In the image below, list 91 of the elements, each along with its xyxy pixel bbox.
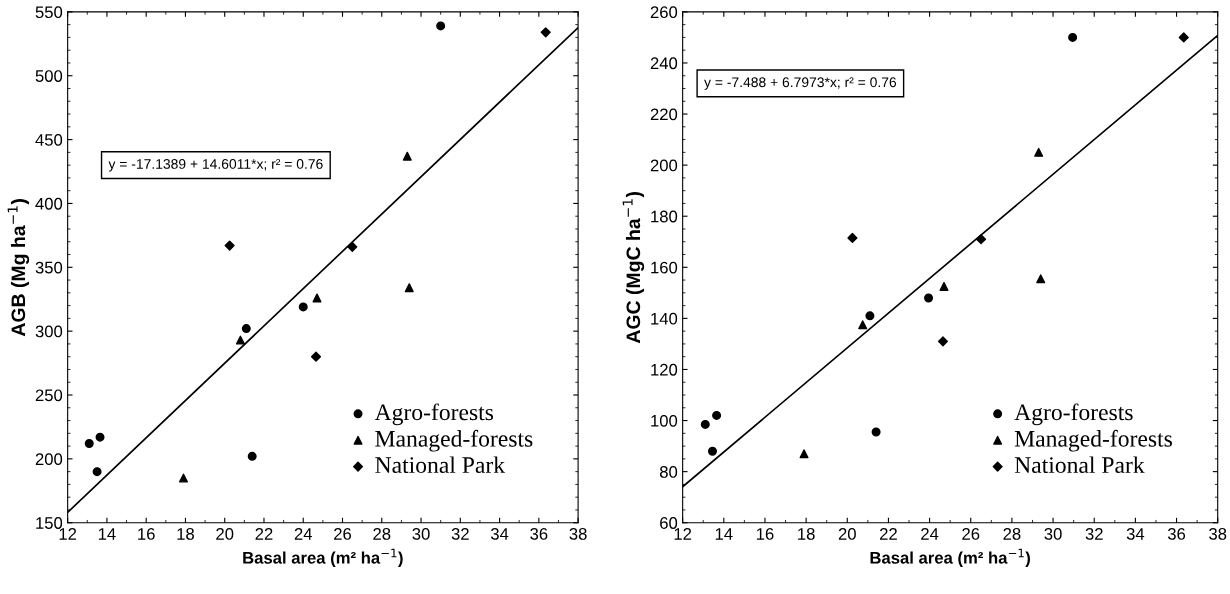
x-tick-label: 28 bbox=[1003, 528, 1021, 540]
point bbox=[1068, 32, 1078, 42]
y-tick-label: 300 bbox=[35, 325, 63, 338]
point bbox=[224, 240, 235, 251]
point bbox=[1178, 32, 1189, 43]
x-tick-label: 22 bbox=[880, 528, 897, 540]
point bbox=[235, 335, 245, 345]
y-tick-label: 450 bbox=[35, 133, 63, 146]
point bbox=[799, 449, 809, 459]
y-tick-label: 120 bbox=[651, 363, 678, 376]
point bbox=[858, 320, 868, 330]
x-tick-label: 16 bbox=[138, 528, 155, 540]
y-tick-label: 160 bbox=[651, 261, 678, 274]
x-tick-label: 16 bbox=[756, 528, 774, 540]
point bbox=[241, 324, 251, 334]
annotation: y = -7.488 + 6.7973*x; r² = 0.76 bbox=[704, 77, 897, 90]
y-tick-label: 240 bbox=[650, 57, 678, 70]
point bbox=[712, 410, 722, 420]
x-tick-label: 28 bbox=[373, 528, 391, 540]
point bbox=[178, 473, 188, 483]
x-tick-label: 32 bbox=[1085, 528, 1103, 540]
x-tick-label: 32 bbox=[451, 528, 469, 540]
y-tick-label: 200 bbox=[35, 453, 63, 466]
y-tick-label: 60 bbox=[660, 517, 678, 529]
x-axis-title: Basal area (m² ha$^{−1}$) bbox=[243, 548, 403, 568]
x-tick-label: 22 bbox=[255, 528, 273, 540]
legend-label: Managed-forests bbox=[1014, 429, 1172, 452]
x-tick-label: 14 bbox=[98, 528, 116, 540]
x-tick-label: 18 bbox=[798, 528, 815, 540]
x-tick-label: 18 bbox=[177, 528, 194, 540]
annotation: y = -17.1389 + 14.6011*x; r² = 0.76 bbox=[108, 159, 323, 172]
y-tick-label: 500 bbox=[35, 70, 63, 82]
point bbox=[92, 467, 102, 477]
y-tick-label: 140 bbox=[651, 312, 678, 325]
y-tick-label: 220 bbox=[650, 108, 678, 121]
point bbox=[404, 283, 414, 293]
point bbox=[310, 351, 322, 362]
point bbox=[1034, 147, 1044, 157]
y-axis-title: AGB (Mg ha$^{−1}$) bbox=[7, 199, 30, 337]
x-tick-label: 12 bbox=[59, 528, 77, 540]
point bbox=[707, 446, 717, 456]
legend-label: Agro-forests bbox=[1014, 403, 1133, 426]
y-tick-label: 250 bbox=[35, 389, 63, 402]
y-tick-label: 550 bbox=[35, 6, 63, 19]
y-tick-label: 260 bbox=[650, 6, 678, 19]
x-tick-label: 26 bbox=[962, 528, 980, 540]
point bbox=[84, 439, 94, 449]
point bbox=[700, 419, 710, 429]
point bbox=[1036, 274, 1046, 284]
point bbox=[939, 281, 949, 291]
x-tick-label: 24 bbox=[921, 528, 939, 540]
point bbox=[402, 151, 412, 161]
point bbox=[847, 232, 858, 244]
x-tick-label: 20 bbox=[216, 528, 234, 540]
legend-label: National Park bbox=[375, 456, 506, 474]
x-tick-label: 36 bbox=[530, 528, 548, 540]
x-tick-label: 14 bbox=[715, 528, 733, 540]
point bbox=[975, 234, 987, 245]
x-tick-label: 30 bbox=[412, 528, 430, 540]
point bbox=[347, 241, 358, 252]
x-tick-label: 34 bbox=[490, 528, 509, 540]
y-tick-label: 400 bbox=[35, 197, 63, 210]
point bbox=[865, 311, 875, 321]
legend-label: National Park bbox=[1014, 456, 1145, 474]
x-axis-title: Basal area (m² ha$^{−1}$) bbox=[870, 548, 1030, 568]
x-tick-label: 38 bbox=[1209, 528, 1227, 540]
y-tick-label: 100 bbox=[651, 414, 678, 427]
point bbox=[924, 293, 934, 303]
y-axis-title: AGC (MgC ha$^{−1}$) bbox=[622, 192, 645, 344]
point bbox=[540, 27, 551, 38]
x-tick-label: 30 bbox=[1044, 528, 1062, 540]
x-tick-label: 26 bbox=[334, 528, 352, 540]
y-tick-label: 80 bbox=[659, 466, 678, 478]
x-tick-label: 38 bbox=[569, 528, 587, 540]
x-tick-label: 34 bbox=[1126, 528, 1145, 540]
y-tick-label: 180 bbox=[651, 210, 678, 223]
legend-label: Agro-forests bbox=[374, 403, 494, 426]
x-tick-label: 24 bbox=[294, 528, 313, 540]
y-tick-label: 150 bbox=[36, 517, 63, 529]
point bbox=[298, 302, 308, 312]
x-tick-label: 20 bbox=[838, 528, 856, 540]
point bbox=[247, 451, 257, 461]
legend-label: Managed-forests bbox=[375, 429, 533, 452]
point bbox=[937, 336, 949, 347]
y-tick-label: 200 bbox=[650, 159, 678, 172]
y-tick-label: 350 bbox=[35, 261, 63, 274]
point bbox=[871, 427, 881, 437]
point bbox=[95, 432, 105, 442]
x-tick-label: 36 bbox=[1167, 528, 1186, 540]
point bbox=[436, 21, 446, 31]
x-tick-label: 12 bbox=[674, 528, 692, 540]
